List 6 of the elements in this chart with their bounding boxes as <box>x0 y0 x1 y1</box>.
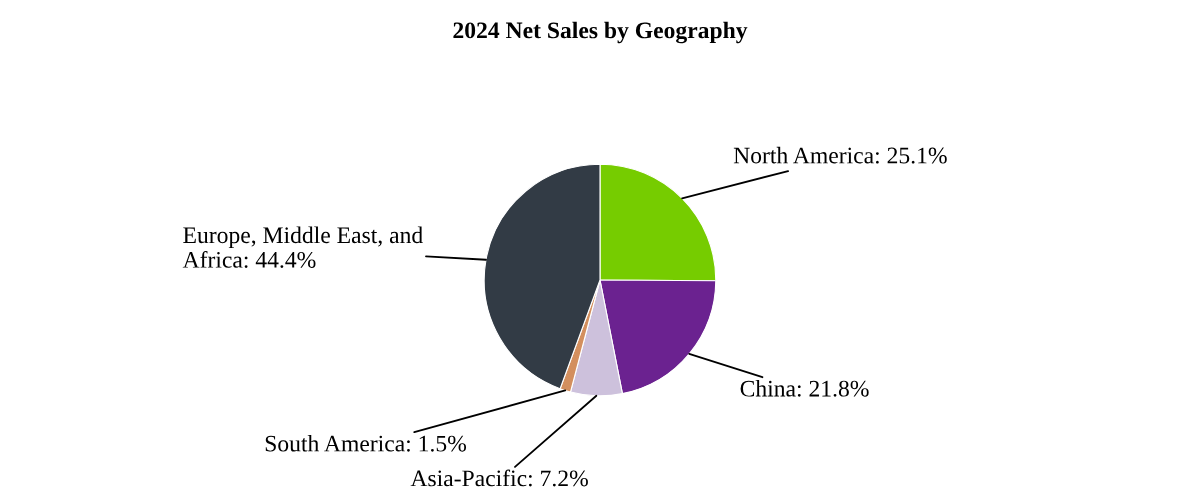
slice-label: Asia-Pacific: 7.2% <box>410 469 588 487</box>
slice-label: China: 21.8% <box>740 380 869 397</box>
chart-title: 2024 Net Sales by Geography <box>453 21 748 44</box>
slice-label: Europe, Middle East, and Africa: 44.4% <box>182 226 423 268</box>
slice-label: North America: 25.1% <box>733 146 947 164</box>
slice-label: South America: 1.5% <box>265 434 467 452</box>
